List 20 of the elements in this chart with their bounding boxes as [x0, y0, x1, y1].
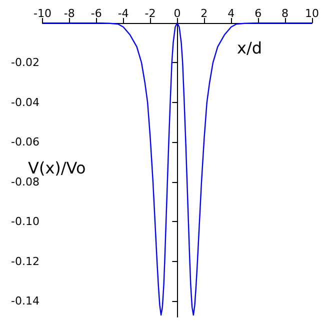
y-tick-label: -0.08 [10, 175, 40, 188]
x-tick-label: 8 [282, 7, 289, 20]
x-tick-label: 0 [174, 7, 181, 20]
y-tick-label: -0.10 [10, 215, 40, 228]
x-tick-label: -10 [33, 7, 52, 20]
y-tick-label: -0.06 [10, 136, 40, 149]
y-tick-label: -0.12 [10, 254, 40, 268]
x-tick-label: 10 [305, 7, 319, 20]
x-tick-label: -6 [90, 7, 102, 20]
x-tick-label: -4 [118, 7, 129, 20]
y-tick-label: -0.02 [10, 56, 40, 70]
x-tick-label: -8 [64, 7, 75, 20]
x-tick-label: 6 [254, 7, 262, 20]
x-tick-label: 2 [200, 7, 208, 20]
y-axis-title: V(x)/Vo [28, 158, 86, 178]
x-tick-label: 4 [228, 7, 235, 20]
y-tick-label: -0.14 [10, 294, 40, 308]
x-tick-label: -2 [144, 7, 156, 20]
y-tick-label: -0.04 [10, 96, 40, 109]
x-axis-title: x/d [237, 38, 262, 58]
